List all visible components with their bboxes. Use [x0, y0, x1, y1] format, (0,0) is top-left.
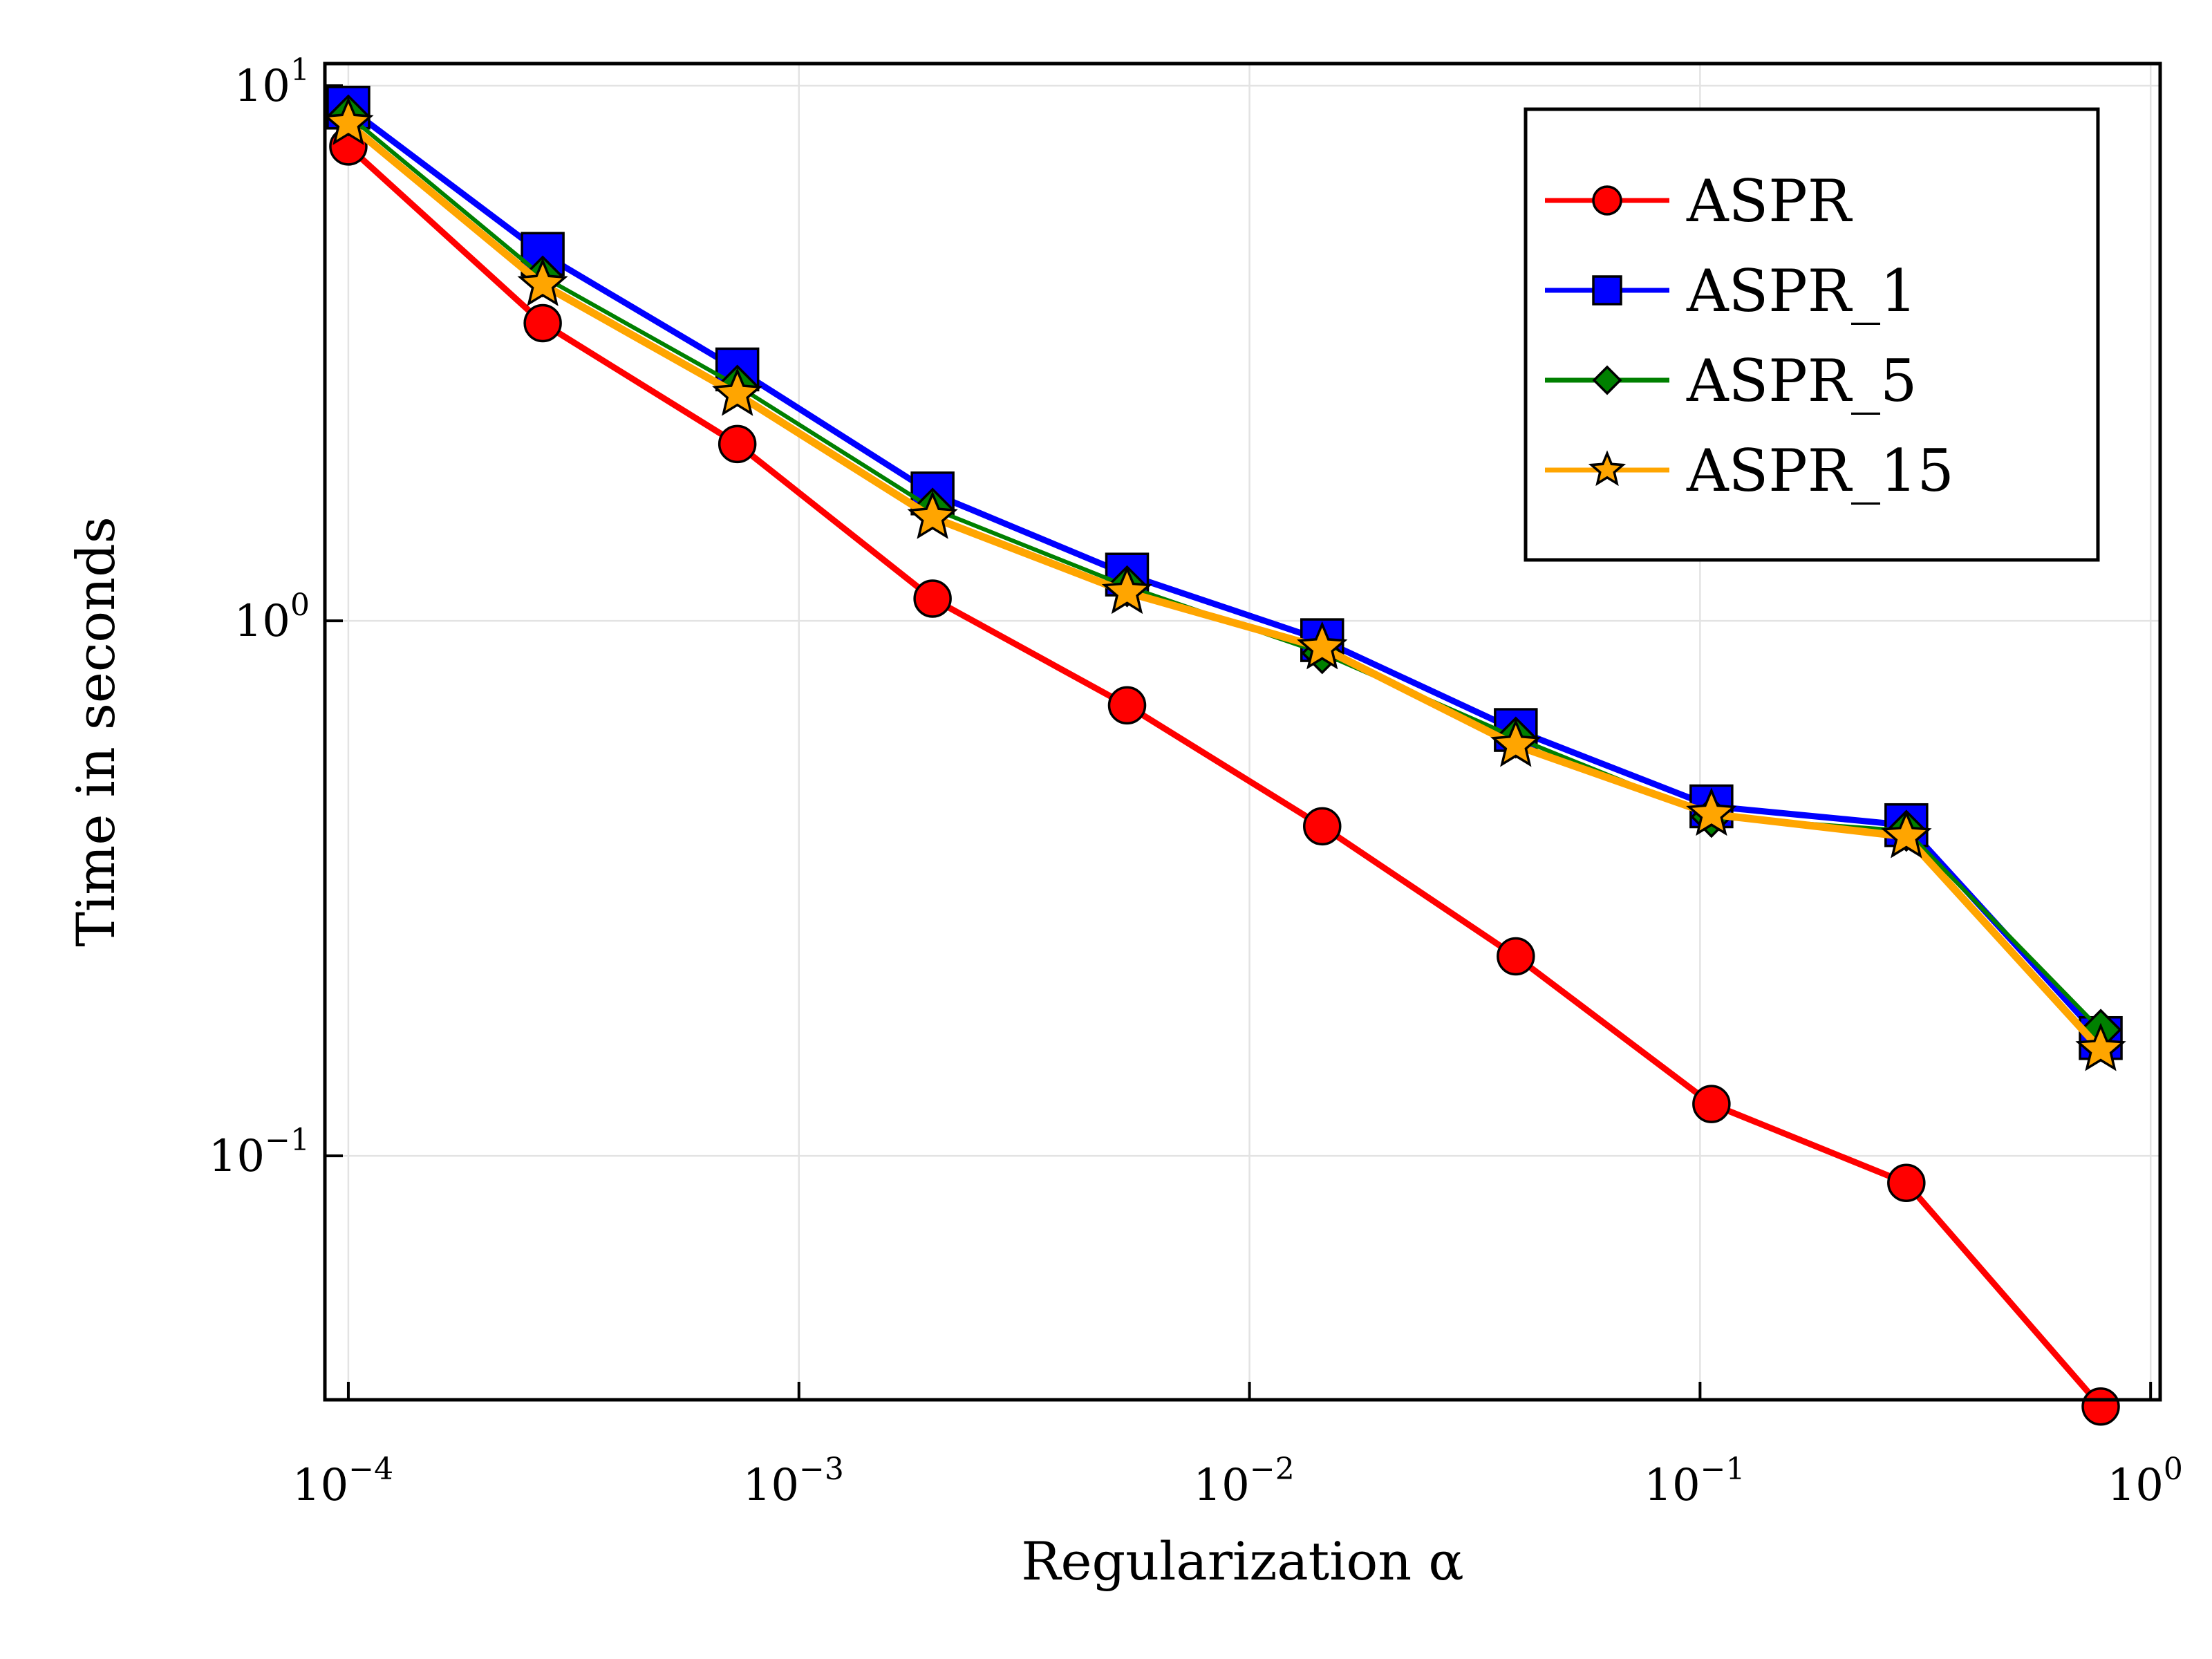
x-tick-label: 10−2	[1193, 1452, 1294, 1511]
x-tick-label: 10−4	[292, 1452, 393, 1511]
legend-box	[1524, 107, 2100, 562]
legend-swatch-marker	[1592, 185, 1622, 216]
series-layer	[323, 85, 2126, 1426]
data-point	[907, 491, 958, 539]
data-point	[1881, 809, 1932, 859]
legend-item: ASPR_5	[1545, 347, 1917, 415]
ticks: 10−4 10−3 10−2 10−1 100 10−1 100 101	[209, 53, 2183, 1511]
data-point	[718, 424, 757, 464]
legend-label: ASPR	[1686, 167, 1853, 235]
data-point	[1497, 937, 1535, 976]
x-tick-label: 10−3	[743, 1452, 844, 1511]
data-point	[711, 367, 763, 416]
series-line	[346, 120, 2104, 1053]
data-point	[323, 97, 374, 145]
x-axis-label: Regularization α	[1021, 1530, 1463, 1592]
data-point	[1101, 565, 1153, 615]
y-tick-label: 101	[234, 53, 310, 112]
data-point	[1297, 621, 1348, 670]
plot-frame	[323, 62, 2162, 1402]
data-point	[1692, 1085, 1731, 1123]
legend-item: ASPR	[1545, 167, 1853, 235]
data-point	[1302, 807, 1342, 846]
data-point	[523, 303, 562, 343]
data-point	[1107, 686, 1147, 725]
legend-label: ASPR_15	[1686, 437, 1954, 505]
legend-swatch-marker	[1592, 275, 1622, 306]
y-tick-label: 100	[234, 588, 310, 647]
legend-item: ASPR_1	[1545, 257, 1917, 325]
series-line	[346, 105, 2103, 1040]
data-point	[2081, 1387, 2120, 1426]
x-tick-label: 100	[2107, 1452, 2182, 1511]
y-tick-label: 10−1	[209, 1123, 310, 1182]
x-tick-label: 10−1	[1644, 1452, 1745, 1511]
data-point	[1887, 1163, 1926, 1203]
legend-label: ASPR_1	[1686, 257, 1917, 325]
data-point	[2075, 1022, 2126, 1071]
legend-swatch-marker	[1588, 450, 1627, 487]
legend-label: ASPR_5	[1686, 347, 1917, 415]
data-point	[1686, 787, 1737, 836]
legend: ASPR ASPR_1 ASPR_5 ASPR_15	[1524, 107, 2100, 562]
data-point	[1490, 718, 1541, 767]
data-point	[517, 258, 568, 306]
series-aspr-15	[323, 97, 2126, 1071]
series-line	[346, 144, 2103, 1409]
y-axis-label: Time in seconds	[65, 516, 126, 947]
data-point	[913, 579, 952, 618]
legend-item: ASPR_15	[1545, 437, 1954, 505]
legend-swatch-marker	[1592, 365, 1622, 395]
